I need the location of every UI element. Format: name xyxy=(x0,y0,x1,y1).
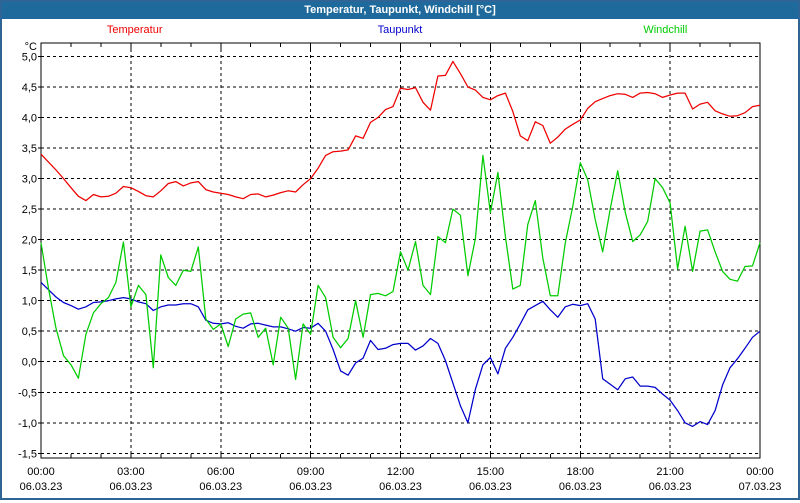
y-tick-label: -1,5 xyxy=(18,448,37,460)
x-tick-date-label: 06.03.23 xyxy=(559,481,602,493)
y-tick-label: -1,0 xyxy=(18,418,37,430)
x-tick-date-label: 06.03.23 xyxy=(109,481,152,493)
y-tick-label: 1,5 xyxy=(22,265,37,277)
x-tick-date-label: 07.03.23 xyxy=(739,481,782,493)
x-tick-time-label: 09:00 xyxy=(297,466,325,478)
y-tick-label: -0,5 xyxy=(18,387,37,399)
y-tick-label: 4,5 xyxy=(22,82,37,94)
y-tick-label: 4,0 xyxy=(22,113,37,125)
y-tick-label: 1,0 xyxy=(22,296,37,308)
plot-background xyxy=(41,43,760,458)
x-tick-time-label: 15:00 xyxy=(477,466,505,478)
chart-legend: Temperatur Taupunkt Windchill xyxy=(2,19,798,40)
y-tick-label: 2,5 xyxy=(22,204,37,216)
x-tick-time-label: 00:00 xyxy=(27,466,55,478)
y-tick-label: 0,0 xyxy=(22,357,37,369)
legend-item-taupunkt: Taupunkt xyxy=(377,23,423,36)
series-windchill-line xyxy=(40,154,761,381)
x-tick-time-label: 12:00 xyxy=(387,466,415,478)
x-tick-time-label: 21:00 xyxy=(656,466,684,478)
chart-svg: 5,0 4,5 4,0 3,5 3,0 2,5 2,0 1,5 1,0 0,5 0,0 -0,5 -1,… xyxy=(18,41,782,493)
x-tick-date-label: 06.03.23 xyxy=(289,481,332,493)
legend-item-temperatur: Temperatur xyxy=(106,23,163,36)
x-tick-time-label: 03:00 xyxy=(117,466,145,478)
series-taupunkt-line xyxy=(40,281,761,428)
legend-item-windchill: Windchill xyxy=(643,23,688,36)
y-tick-label: 2,0 xyxy=(22,235,37,247)
x-tick-date-label: 06.03.23 xyxy=(469,481,512,493)
y-tick-label: 3,5 xyxy=(22,143,37,155)
y-axis-unit-label: °C xyxy=(25,41,37,53)
x-tick-date-label: 06.03.23 xyxy=(379,481,422,493)
x-tick-time-label: 06:00 xyxy=(207,466,235,478)
y-tick-label: 0,5 xyxy=(22,326,37,338)
x-tick-time-label: 00:00 xyxy=(746,466,774,478)
chart-area: 5,0 4,5 4,0 3,5 3,0 2,5 2,0 1,5 1,0 0,5 0,0 -0,5 -1,… xyxy=(2,40,798,498)
chart-title-bar: Temperatur, Taupunkt, Windchill [°C] xyxy=(2,2,798,19)
chart-title: Temperatur, Taupunkt, Windchill [°C] xyxy=(304,4,496,16)
x-tick-date-label: 06.03.23 xyxy=(649,481,692,493)
x-tick-date-label: 06.03.23 xyxy=(199,481,242,493)
x-tick-date-label: 06.03.23 xyxy=(20,481,63,493)
y-tick-label: 3,0 xyxy=(22,174,37,186)
series-temperatur-line xyxy=(40,60,761,202)
x-tick-time-label: 18:00 xyxy=(566,466,594,478)
y-tick-label: 5,0 xyxy=(22,52,37,64)
